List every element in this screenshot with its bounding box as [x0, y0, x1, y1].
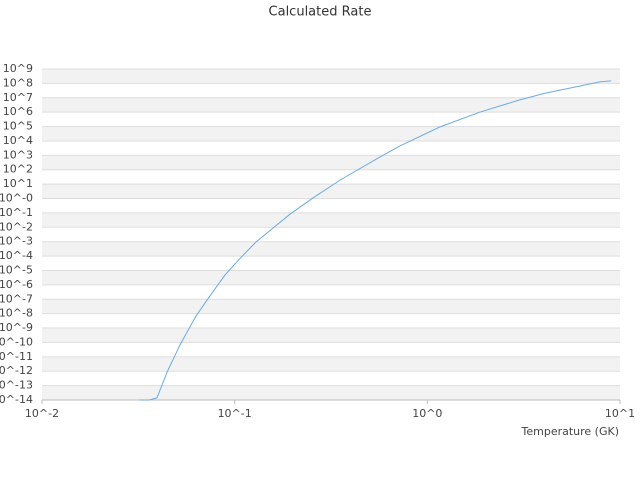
y-tick-label: 10^-8	[0, 307, 33, 320]
data-line	[139, 80, 612, 401]
y-tick-label: 10^-3	[0, 235, 33, 248]
y-tick-label: 10^-7	[0, 292, 33, 305]
y-tick-label: 10^-2	[0, 220, 33, 233]
x-tick-label: 10^-2	[25, 407, 59, 420]
grid-band	[42, 241, 620, 257]
y-tick-label: 10^-4	[0, 249, 33, 262]
x-tick-label: 10^0	[412, 407, 442, 420]
grid-band	[42, 69, 620, 84]
y-tick-label: 10^6	[3, 105, 33, 118]
grid-band	[42, 212, 620, 228]
y-tick-label: 10^5	[3, 120, 33, 133]
y-tick-label: 10^-1	[0, 206, 33, 219]
y-tick-label: 10^7	[3, 91, 33, 104]
grid-band	[42, 356, 620, 372]
y-tick-label: 10^-14	[0, 393, 33, 406]
y-tick-label: 10^-12	[0, 364, 33, 377]
chart-title: Calculated Rate	[269, 5, 372, 20]
grid-band	[42, 97, 620, 113]
y-tick-label: 10^-6	[0, 278, 33, 291]
y-tick-label: 10^-9	[0, 321, 33, 334]
y-tick-label: 10^4	[3, 134, 33, 147]
y-tick-label: 10^3	[3, 148, 33, 161]
x-tick-label: 10^1	[605, 407, 635, 420]
y-tick-label: 10^1	[3, 177, 33, 190]
grid-band	[42, 155, 620, 170]
y-tick-label: 10^2	[3, 163, 33, 176]
y-tick-label: 10^9	[3, 62, 33, 75]
grid-band	[42, 270, 620, 285]
y-tick-label: 10^-11	[0, 350, 33, 363]
y-tick-label: 10^-0	[0, 192, 33, 205]
grid-band	[42, 328, 620, 343]
grid-band	[42, 184, 620, 199]
y-tick-label: 10^-5	[0, 263, 33, 276]
y-tick-label: 10^8	[3, 76, 33, 89]
y-tick-label: 10^-13	[0, 379, 33, 392]
x-axis-label: Temperature (GK)	[521, 425, 620, 438]
grid-band	[42, 299, 620, 314]
grid-band	[42, 126, 620, 141]
x-tick-label: 10^-1	[218, 407, 252, 420]
y-tick-label: 10^-10	[0, 335, 33, 348]
grid-band	[42, 385, 620, 400]
